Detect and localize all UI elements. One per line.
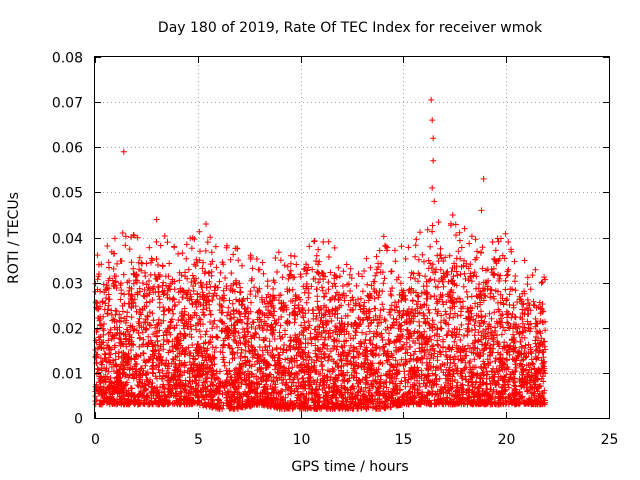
plot-frame <box>94 56 610 419</box>
data-point <box>480 175 487 182</box>
x-tick-label: 5 <box>194 432 203 448</box>
y-tick-label: 0.02 <box>52 322 83 338</box>
data-point <box>428 96 435 103</box>
x-tick-label: 15 <box>395 432 413 448</box>
y-tick-label: 0.05 <box>52 186 83 202</box>
data-point <box>505 239 512 246</box>
y-tick-label: 0.07 <box>52 96 83 112</box>
x-tick-label: 10 <box>293 432 311 448</box>
data-point <box>430 135 437 142</box>
x-axis-label: GPS time / hours <box>291 459 408 475</box>
data-point <box>430 157 437 164</box>
y-axis-label: ROTI / TECUs <box>6 192 22 284</box>
y-tick-label: 0.04 <box>52 232 83 248</box>
data-point <box>320 239 327 246</box>
data-point <box>429 184 436 191</box>
data-point <box>429 117 436 124</box>
data-point <box>478 207 485 214</box>
data-points <box>92 96 549 412</box>
data-point <box>120 148 127 155</box>
scatter-cloud <box>92 219 549 412</box>
y-tick-label: 0.06 <box>52 141 83 157</box>
data-point <box>431 198 438 205</box>
data-point <box>119 229 126 236</box>
y-tick-label: 0.01 <box>52 367 83 383</box>
data-point <box>203 220 210 227</box>
y-tick-label: 0 <box>74 412 83 428</box>
data-point <box>449 211 456 218</box>
y-tick-label: 0.03 <box>52 277 83 293</box>
chart-title: Day 180 of 2019, Rate Of TEC Index for r… <box>158 20 543 36</box>
x-tick-label: 20 <box>498 432 516 448</box>
x-tick-label: 0 <box>91 432 100 448</box>
x-tick-label: 25 <box>601 432 619 448</box>
data-point <box>153 216 160 223</box>
y-tick-label: 0.08 <box>52 51 83 67</box>
axes: 0 0.01 0.02 0.03 0.04 0.05 0.06 0.07 0.08 0 5 10 15 2… <box>52 51 619 449</box>
